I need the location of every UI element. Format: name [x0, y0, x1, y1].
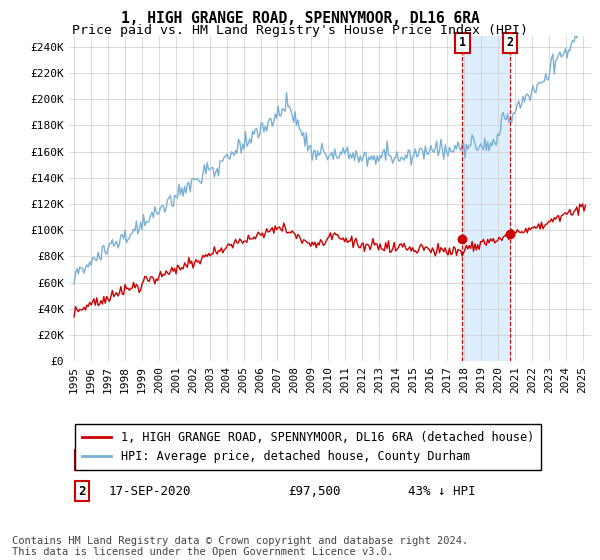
- Text: 17-SEP-2020: 17-SEP-2020: [108, 484, 191, 498]
- Text: 2: 2: [78, 484, 86, 498]
- Text: £93,115: £93,115: [288, 454, 341, 467]
- Text: Contains HM Land Registry data © Crown copyright and database right 2024.
This d: Contains HM Land Registry data © Crown c…: [12, 535, 468, 557]
- Text: 45% ↓ HPI: 45% ↓ HPI: [409, 454, 476, 467]
- Text: 1: 1: [459, 36, 466, 49]
- Text: 1, HIGH GRANGE ROAD, SPENNYMOOR, DL16 6RA: 1, HIGH GRANGE ROAD, SPENNYMOOR, DL16 6R…: [121, 11, 479, 26]
- Text: £97,500: £97,500: [288, 484, 341, 498]
- Text: 2: 2: [506, 36, 514, 49]
- Text: 30-NOV-2017: 30-NOV-2017: [108, 454, 191, 467]
- Text: 43% ↓ HPI: 43% ↓ HPI: [409, 484, 476, 498]
- Text: Price paid vs. HM Land Registry's House Price Index (HPI): Price paid vs. HM Land Registry's House …: [72, 24, 528, 36]
- Legend: 1, HIGH GRANGE ROAD, SPENNYMOOR, DL16 6RA (detached house), HPI: Average price, : 1, HIGH GRANGE ROAD, SPENNYMOOR, DL16 6R…: [75, 424, 541, 470]
- Text: 1: 1: [78, 454, 86, 467]
- Bar: [463, 36, 510, 361]
